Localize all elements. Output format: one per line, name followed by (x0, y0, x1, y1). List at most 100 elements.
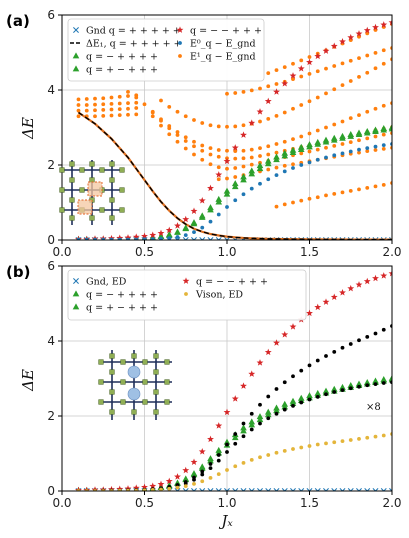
data-point-e1 (365, 185, 370, 190)
data-point (157, 480, 165, 488)
data-point-e1 (274, 82, 279, 86)
data-point (282, 380, 287, 385)
series-line-delta-e1 (78, 111, 392, 240)
data-point (258, 181, 262, 186)
data-point (207, 184, 214, 192)
data-point-e1 (299, 74, 304, 79)
legend-label: Gnd q = + + + + + (86, 26, 181, 37)
data-point-e1 (117, 101, 122, 106)
data-point-e1 (324, 66, 328, 71)
data-point (248, 170, 256, 177)
lattice-site (120, 399, 126, 405)
data-point-e1 (348, 140, 353, 145)
data-point (182, 466, 190, 474)
data-point (200, 472, 205, 477)
data-point (299, 163, 304, 167)
data-point-e1 (101, 96, 106, 101)
lattice-site (59, 167, 65, 173)
data-point (266, 394, 271, 399)
data-point (159, 487, 163, 491)
data-point (116, 485, 124, 491)
data-point (126, 488, 130, 491)
lattice-site (164, 359, 170, 365)
legend-swatch (73, 278, 79, 284)
data-point-e1 (76, 103, 81, 107)
marks-a (75, 18, 392, 240)
data-point (381, 327, 386, 332)
legend-label: Gnd, ED (86, 277, 127, 288)
data-point (182, 488, 189, 491)
data-point-e1 (373, 66, 378, 71)
y-tick-label: 6 (47, 8, 55, 22)
data-point-e1 (266, 167, 271, 172)
data-point-e1 (175, 130, 180, 134)
data-point (372, 128, 379, 135)
data-point-e1 (266, 71, 271, 76)
lattice-site (69, 177, 75, 183)
excitation-box-upper (87, 181, 103, 197)
data-point-e1 (159, 118, 163, 123)
data-point (265, 488, 272, 491)
data-point (216, 472, 221, 477)
data-point (315, 394, 320, 399)
data-point-e1 (216, 154, 221, 159)
data-point (372, 237, 379, 240)
data-point (134, 488, 139, 491)
lattice-site (59, 187, 65, 193)
data-point-e1 (225, 166, 229, 171)
data-point (208, 466, 213, 471)
data-point-e1 (167, 132, 172, 137)
data-point (297, 397, 305, 404)
data-point-e1 (84, 103, 89, 107)
data-point-e1 (266, 152, 271, 157)
data-point-e1 (233, 175, 238, 179)
data-point (200, 469, 205, 474)
data-point-e1 (299, 134, 304, 139)
data-point (299, 445, 304, 450)
data-point-e1 (291, 61, 295, 66)
data-point (183, 484, 188, 489)
data-point (281, 152, 289, 159)
data-point-e1 (274, 165, 279, 170)
data-point (274, 450, 279, 455)
data-point (315, 358, 320, 363)
data-point (380, 237, 387, 240)
data-point (388, 18, 392, 26)
data-point-e1 (307, 99, 312, 104)
vison-marker-upper (127, 365, 141, 379)
data-point (356, 488, 362, 491)
data-point-e1 (357, 150, 361, 155)
legend-label: E¹_q − E_gnd (190, 52, 256, 63)
data-point-e1 (291, 137, 295, 142)
panel-b: 0.0 0.5 1.0 1.5 2.0 0 2 4 6 (b) ΔE Jₓ ×8 Gnd, ED… (6, 259, 402, 530)
data-point (388, 125, 392, 132)
data-point-e1 (233, 149, 238, 154)
data-point-e1 (233, 124, 238, 129)
data-point (132, 233, 140, 240)
data-point-e1 (365, 70, 370, 75)
data-point-e1 (332, 122, 337, 127)
data-point-e1 (192, 152, 196, 157)
x-tick-label: 1.5 (300, 245, 319, 259)
data-point (157, 233, 165, 240)
lattice-site (120, 379, 126, 385)
data-point (331, 488, 338, 491)
data-point-e1 (208, 123, 213, 128)
data-point-e1 (315, 128, 320, 133)
data-point-e1 (315, 95, 320, 100)
lattice-site (79, 187, 85, 193)
legend-swatch (72, 303, 80, 310)
data-point (142, 237, 147, 240)
data-point-e1 (225, 91, 229, 96)
data-point-e1 (340, 83, 345, 88)
legend-label: q = − + + + + (86, 52, 158, 63)
data-point (314, 303, 322, 311)
data-point-e1 (348, 188, 353, 193)
excitation-box-lower (77, 199, 93, 215)
data-point (225, 205, 229, 209)
data-point-e1 (381, 103, 386, 108)
data-point (240, 427, 247, 434)
data-point (332, 153, 337, 158)
data-point (365, 334, 370, 339)
data-point (207, 206, 214, 213)
